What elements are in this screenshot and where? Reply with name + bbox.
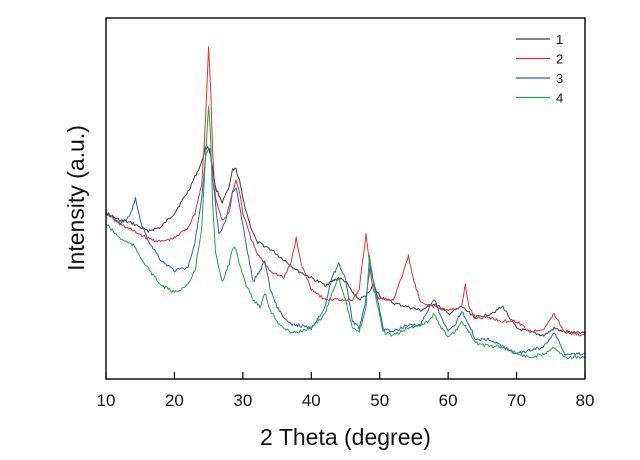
series-line-4 [105,105,586,360]
x-axis-label: 2 Theta (degree) [260,424,431,450]
legend-label-3: 3 [556,71,563,86]
x-tick-label: 20 [165,391,184,410]
y-axis-label: Intensity (a.u.) [63,125,89,271]
series-line-2 [105,46,586,337]
x-tick-label: 50 [370,391,389,410]
x-tick-label: 30 [233,391,252,410]
series-line-1 [105,146,586,337]
legend-label-1: 1 [556,32,563,47]
x-ticks: 10 20 30 40 50 60 70 80 [97,372,595,410]
x-tick-label: 80 [576,391,595,410]
legend-label-2: 2 [556,52,563,67]
x-tick-label: 40 [302,391,321,410]
series-line-3 [105,148,586,356]
x-tick-label: 70 [507,391,526,410]
legend-label-4: 4 [556,91,563,106]
x-tick-label: 60 [439,391,458,410]
series-layer [105,46,586,360]
plot-frame [105,17,586,380]
legend: 1 2 3 4 [516,32,563,106]
x-tick-label: 10 [97,391,116,410]
